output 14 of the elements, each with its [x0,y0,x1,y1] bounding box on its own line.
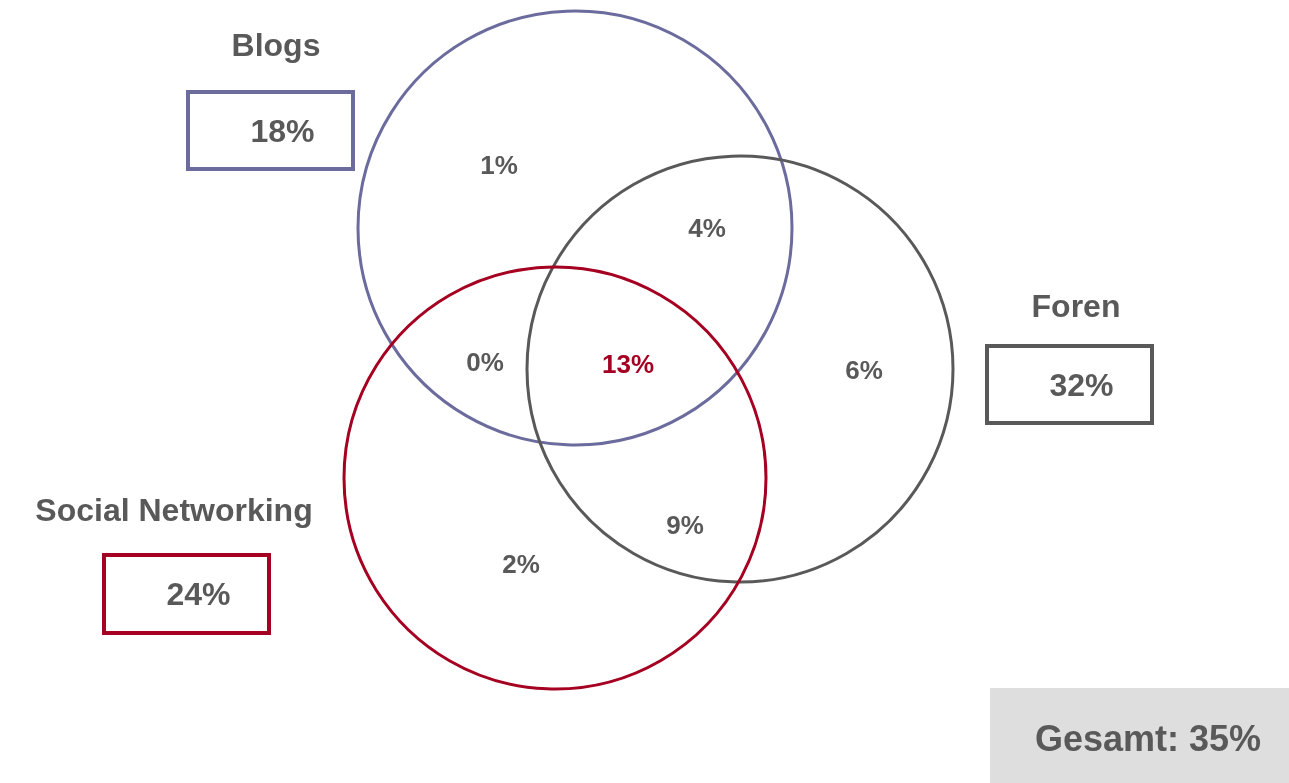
text: 4% [688,213,726,243]
text: Gesamt: 35% [1034,717,1262,759]
category-label: Foren [1031,288,1121,324]
data-label: 24% [166,576,231,612]
text: 13% [601,349,655,379]
category-label: Blogs [231,27,321,63]
category-label: Social Networking [35,492,313,528]
data-label: 18% [250,112,315,149]
text: 2% [502,549,540,579]
text: 6% [845,355,883,385]
data-label: 32% [1049,366,1114,403]
text: 0% [466,347,504,377]
text: 9% [666,510,704,540]
text: 1% [480,150,518,180]
